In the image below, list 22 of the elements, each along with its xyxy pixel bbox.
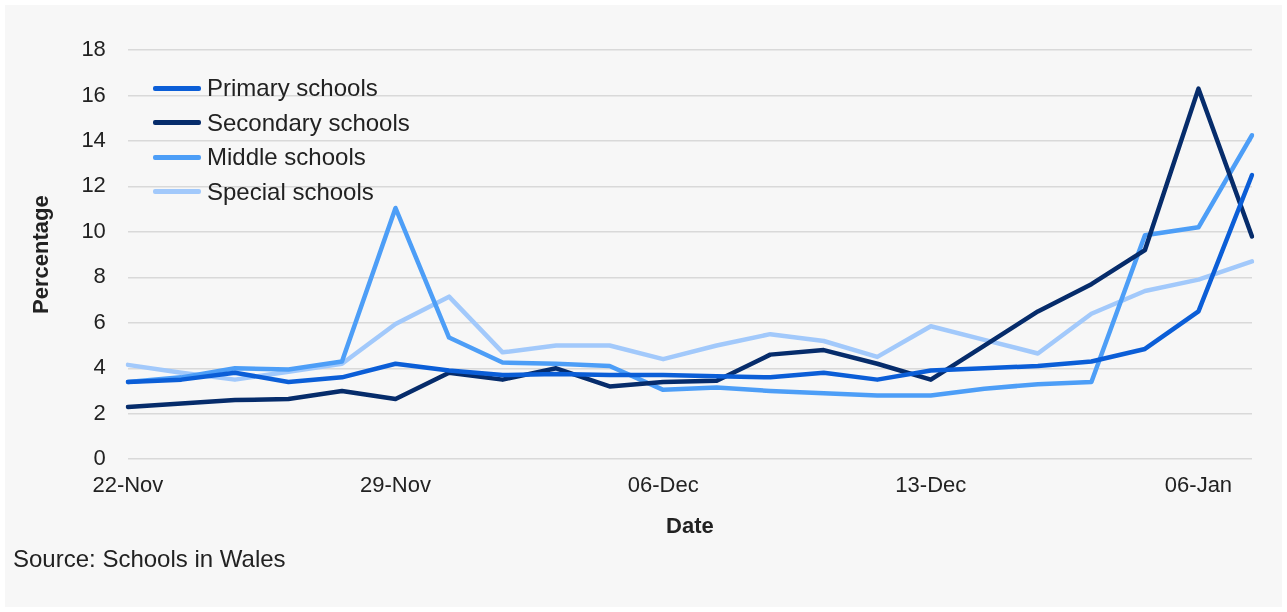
y-tick-label: 0: [93, 445, 106, 471]
x-tick-label: 06-Dec: [627, 472, 699, 498]
x-tick-label: 29-Nov: [360, 472, 431, 498]
y-tick-label: 14: [81, 127, 106, 152]
y-axis-title: Percentage: [28, 195, 54, 314]
y-tick-label: 10: [81, 217, 106, 243]
y-tick-label: 2: [93, 399, 106, 425]
x-tick-label: 06-Jan: [1164, 472, 1233, 498]
x-tick-label: 22-Nov: [92, 472, 164, 498]
y-tick-label: 6: [93, 308, 106, 334]
source-note: Source: Schools in Wales: [13, 545, 286, 573]
y-tick-label: 4: [93, 354, 106, 380]
legend-label: Secondary schools: [207, 108, 410, 137]
legend-label: Primary schools: [207, 74, 378, 103]
x-tick-label: 13-Dec: [895, 472, 967, 498]
y-tick-label: 8: [93, 263, 106, 289]
y-tick-label: 18: [81, 36, 106, 62]
legend-label: Middle schools: [207, 143, 366, 172]
y-tick-label: 12: [81, 172, 106, 198]
y-tick-label: 16: [81, 81, 106, 107]
legend-label: Special schools: [207, 177, 374, 206]
x-axis-title: Date: [666, 512, 714, 538]
